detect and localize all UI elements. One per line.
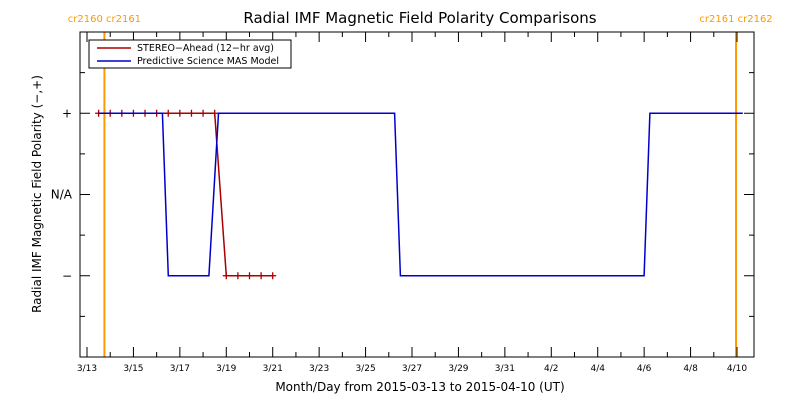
x-axis-title: Month/Day from 2015-03-13 to 2015-04-10 … xyxy=(275,380,564,394)
x-tick-label-7: 3/27 xyxy=(402,364,422,374)
x-tick-label-14: 4/10 xyxy=(727,364,747,374)
data-point-stereo-ahead-11 xyxy=(222,272,230,280)
x-axis: 3/13 3/15 3/17 3/19 3/21 3/23 3/25 3/27 3/29 3/31… xyxy=(77,32,747,374)
legend-label-stereo-ahead: STEREO−Ahead (12−hr avg) xyxy=(137,43,274,54)
carrington-label-1: cr2161 cr2162 xyxy=(699,14,772,25)
data-point-stereo-ahead-13 xyxy=(246,272,253,280)
data-point-stereo-ahead-7 xyxy=(176,109,184,117)
x-tick-label-4: 3/21 xyxy=(263,364,283,374)
x-tick-label-12: 4/6 xyxy=(637,364,652,374)
x-tick-label-13: 4/8 xyxy=(683,364,698,374)
data-point-stereo-ahead-12 xyxy=(234,272,242,280)
x-tick-label-9: 3/31 xyxy=(495,364,515,374)
data-point-stereo-ahead-8 xyxy=(187,109,195,117)
x-tick-label-0: 3/13 xyxy=(77,364,97,374)
series-line-stereo-ahead xyxy=(98,112,273,277)
legend: STEREO−Ahead (12−hr avg) Predictive Scie… xyxy=(88,39,292,69)
y-tick-label-0: + xyxy=(62,106,72,120)
x-tick-label-5: 3/23 xyxy=(309,364,329,374)
legend-box xyxy=(88,39,292,69)
x-tick-label-6: 3/25 xyxy=(355,364,375,374)
data-series xyxy=(95,109,743,280)
data-point-stereo-ahead-15 xyxy=(269,272,277,280)
x-tick-label-10: 4/2 xyxy=(544,364,558,374)
carrington-rotation-markers: cr2160 cr2161 cr2161 cr2162 xyxy=(68,14,773,357)
chart-title: Radial IMF Magnetic Field Polarity Compa… xyxy=(243,9,596,27)
y-axis-title: Radial IMF Magnetic Field Polarity (−,+) xyxy=(30,75,44,313)
data-point-stereo-ahead-6 xyxy=(164,109,172,117)
x-tick-label-11: 4/4 xyxy=(590,364,605,374)
x-tick-label-3: 3/19 xyxy=(216,364,236,374)
data-point-stereo-ahead-14 xyxy=(257,272,265,280)
x-tick-label-1: 3/15 xyxy=(123,364,143,374)
plot-frame xyxy=(79,31,755,358)
legend-label-mas-model: Predictive Science MAS Model xyxy=(137,56,279,67)
x-tick-label-2: 3/17 xyxy=(170,364,190,374)
carrington-label-0: cr2160 cr2161 xyxy=(68,14,141,25)
series-line-mas-model xyxy=(98,112,743,277)
y-tick-label-2: − xyxy=(62,269,72,283)
y-axis: + N/A − xyxy=(51,72,754,317)
data-point-stereo-ahead-9 xyxy=(199,109,207,117)
y-tick-label-1: N/A xyxy=(51,188,73,202)
data-point-stereo-ahead-10 xyxy=(211,109,219,117)
x-tick-label-8: 3/29 xyxy=(448,364,468,374)
